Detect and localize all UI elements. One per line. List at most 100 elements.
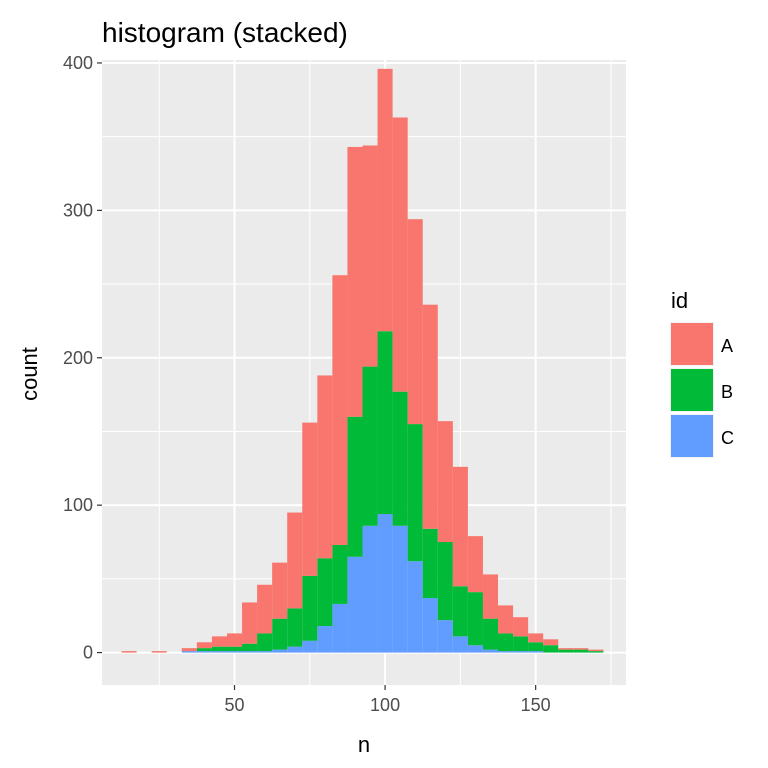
bar-B xyxy=(211,646,227,652)
x-tick-label: 150 xyxy=(521,695,551,715)
bar-B xyxy=(347,416,363,557)
bar-C xyxy=(242,651,258,653)
bar-B xyxy=(558,649,574,653)
legend: id A B C xyxy=(670,288,734,458)
legend-label-A: A xyxy=(721,336,733,356)
bar-C xyxy=(437,620,453,653)
y-tick-label: 0 xyxy=(83,643,93,663)
series-C xyxy=(181,514,544,653)
y-axis-title: count xyxy=(17,347,42,401)
bar-C xyxy=(498,651,514,653)
bar-A xyxy=(558,648,574,650)
bar-C xyxy=(272,649,288,653)
legend-title: id xyxy=(671,288,688,313)
legend-key-C xyxy=(671,415,713,457)
x-tick-label: 100 xyxy=(370,695,400,715)
bar-A xyxy=(196,642,212,649)
bar-B xyxy=(377,331,393,515)
chart-title: histogram (stacked) xyxy=(102,17,348,48)
bar-C xyxy=(302,640,318,653)
legend-label-C: C xyxy=(721,428,734,448)
bar-A xyxy=(482,574,499,619)
bar-B xyxy=(287,608,303,647)
bar-A xyxy=(181,648,197,652)
bar-A xyxy=(392,117,408,392)
bar-B xyxy=(422,528,438,599)
bar-C xyxy=(528,651,544,653)
bar-B xyxy=(257,633,273,652)
y-tick-label: 300 xyxy=(63,200,93,220)
bar-C xyxy=(467,645,483,653)
bar-C xyxy=(392,525,408,653)
bar-C xyxy=(317,626,333,653)
bar-A xyxy=(437,421,453,543)
bar-C xyxy=(332,603,348,653)
bar-B xyxy=(513,636,529,652)
bar-C xyxy=(181,651,197,653)
bar-A xyxy=(317,375,333,559)
bar-C xyxy=(347,556,363,653)
bar-A xyxy=(272,562,288,619)
bar-C xyxy=(287,646,303,653)
bar-A xyxy=(287,512,303,609)
bar-C xyxy=(452,636,468,653)
legend-label-B: B xyxy=(721,382,733,402)
bar-A xyxy=(257,584,273,634)
bar-B xyxy=(452,586,468,637)
bar-A xyxy=(362,145,378,367)
bar-B xyxy=(242,643,258,652)
bar-B xyxy=(302,575,318,641)
bar-A xyxy=(528,633,544,643)
bar-A xyxy=(467,536,483,593)
bar-B xyxy=(588,651,604,653)
bar-B xyxy=(272,618,288,650)
legend-key-A xyxy=(671,323,713,365)
series-A xyxy=(121,68,604,653)
series-B xyxy=(196,331,604,653)
bar-B xyxy=(573,649,589,653)
bar-C xyxy=(362,525,378,653)
bar-B xyxy=(196,648,212,652)
bar-A xyxy=(407,219,423,425)
bar-A xyxy=(422,304,438,529)
bar-A xyxy=(513,617,529,637)
y-tick-label: 400 xyxy=(63,53,93,73)
bar-B xyxy=(437,542,453,621)
x-tick-label: 50 xyxy=(224,695,244,715)
bar-B xyxy=(498,633,514,652)
bar-A xyxy=(498,605,514,634)
legend-key-B xyxy=(671,369,713,411)
bar-B xyxy=(317,558,333,627)
bar-B xyxy=(392,391,408,526)
bar-A xyxy=(242,602,258,644)
bar-A xyxy=(211,636,227,647)
bar-C xyxy=(211,651,227,653)
bar-C xyxy=(196,651,212,653)
bar-B xyxy=(332,544,348,604)
bar-A xyxy=(226,633,243,647)
bar-A xyxy=(302,422,318,576)
y-tick-label: 100 xyxy=(63,495,93,515)
bar-A xyxy=(332,275,348,545)
bar-B xyxy=(528,642,544,652)
bar-C xyxy=(257,651,273,653)
bars xyxy=(121,68,604,653)
bar-B xyxy=(407,424,423,562)
bar-C xyxy=(513,651,529,653)
bar-B xyxy=(362,366,378,526)
x-axis-title: n xyxy=(358,732,370,757)
axes: 50 100 150 0 100 200 300 400 xyxy=(63,53,551,715)
bar-A xyxy=(543,639,559,646)
bar-A xyxy=(588,649,604,652)
bar-A xyxy=(377,68,393,332)
bar-A xyxy=(452,466,468,587)
bar-A xyxy=(121,651,137,653)
bar-C xyxy=(226,651,243,653)
bar-C xyxy=(377,514,393,653)
bar-C xyxy=(482,649,499,653)
bar-B xyxy=(226,646,243,652)
bar-B xyxy=(543,645,559,653)
y-tick-label: 200 xyxy=(63,348,93,368)
bar-B xyxy=(467,592,483,646)
